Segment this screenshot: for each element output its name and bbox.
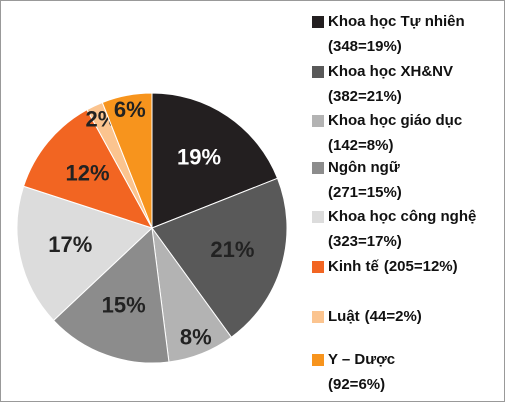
legend-detail: (44=2%) [365, 308, 422, 325]
legend-name: Luật [328, 308, 360, 325]
legend-detail: (142=8%) [328, 137, 393, 154]
pie-slice [151, 92, 279, 229]
legend-detail: (382=21%) [328, 88, 402, 105]
legend-label: Ngôn ngữ [328, 159, 400, 176]
legend-label: Khoa học giáo dục [328, 112, 462, 129]
legend-swatch [312, 66, 324, 78]
legend-label: Kinh tế (205=12%) [328, 258, 458, 275]
legend-label: Luật (44=2%) [328, 308, 422, 325]
legend-detail: (205=12%) [384, 258, 458, 275]
pie-slice [22, 109, 154, 229]
legend-label: Khoa học công nghệ [328, 208, 476, 225]
legend-name: Y – Dược [328, 351, 395, 368]
legend-name: Ngôn ngữ [328, 159, 400, 176]
legend-label: Khoa học Tự nhiên [328, 13, 465, 30]
legend-swatch [312, 311, 324, 323]
legend-detail: (348=19%) [328, 38, 402, 55]
legend-label: Khoa học XH&NV [328, 63, 453, 80]
slice-label: 6% [114, 97, 146, 122]
pie-slice [16, 185, 153, 322]
legend-name: Khoa học công nghệ [328, 208, 476, 225]
legend-label: Y – Dược [328, 351, 395, 368]
slice-label: 8% [180, 324, 212, 349]
legend-swatch [312, 354, 324, 366]
pie-slice [52, 226, 170, 364]
legend-name: Khoa học Tự nhiên [328, 13, 465, 30]
legend-name: Khoa học giáo dục [328, 112, 462, 129]
slice-label: 15% [102, 293, 146, 318]
legend-swatch [312, 261, 324, 273]
pie-slice [101, 92, 153, 229]
legend-detail: (92=6%) [328, 376, 385, 393]
slice-label: 19% [177, 145, 221, 170]
slice-label: 21% [210, 237, 254, 262]
slice-label: 17% [48, 232, 92, 257]
legend-swatch [312, 211, 324, 223]
legend-detail: (271=15%) [328, 184, 402, 201]
legend-swatch [312, 115, 324, 127]
legend-name: Kinh tế [328, 258, 379, 275]
legend-swatch [312, 16, 324, 28]
legend-name: Khoa học XH&NV [328, 63, 453, 80]
slice-label: 12% [65, 160, 109, 185]
legend-swatch [312, 162, 324, 174]
legend-detail: (323=17%) [328, 233, 402, 250]
pie-slice [151, 177, 288, 338]
